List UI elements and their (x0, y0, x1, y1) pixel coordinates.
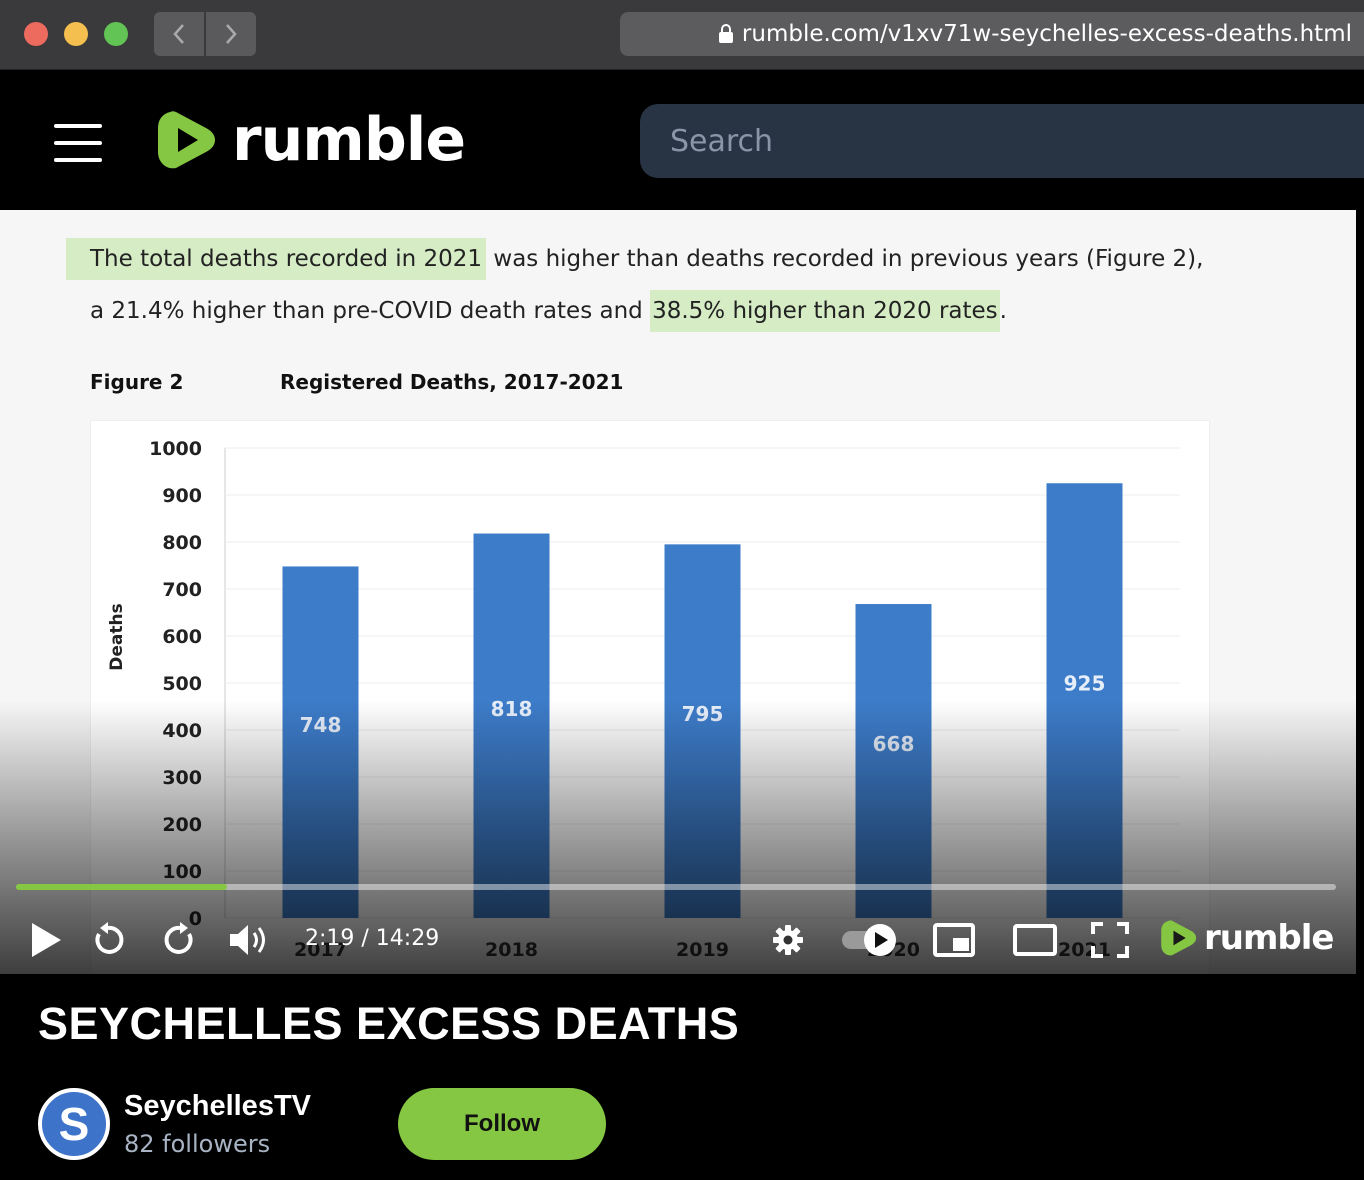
channel-name[interactable]: SeychellesTV (124, 1090, 311, 1122)
settings-button[interactable] (770, 922, 806, 958)
paragraph-line-2: a 21.4% higher than pre-COVID death rate… (90, 290, 1007, 332)
data-label-2021: 925 (1064, 672, 1106, 696)
search-input[interactable]: Search (640, 104, 1364, 178)
play-icon (32, 923, 61, 957)
paragraph-line-1-rest: was higher than deaths recorded in previ… (486, 246, 1204, 272)
search-placeholder: Search (670, 123, 774, 159)
video-title: SEYCHELLES EXCESS DEATHS (38, 998, 740, 1049)
highlight-1: The total deaths recorded in 2021 (66, 238, 487, 280)
chart-title: Registered Deaths, 2017-2021 (280, 370, 624, 394)
minimize-window-button[interactable] (64, 22, 88, 46)
time-display: 2:19 / 14:29 (305, 926, 440, 951)
url-text: rumble.com/v1xv71w-seychelles-excess-dea… (741, 21, 1352, 47)
fullscreen-button[interactable] (1088, 920, 1132, 960)
maximize-window-button[interactable] (104, 22, 128, 46)
chevron-right-icon (226, 24, 237, 44)
logo-text: rumble (232, 105, 466, 175)
nav-buttons (154, 12, 256, 56)
player-rumble-logo[interactable]: rumble (1160, 918, 1334, 958)
miniplayer-button[interactable] (932, 920, 976, 960)
progress-bar[interactable] (16, 884, 1336, 890)
page-edge (1356, 210, 1364, 974)
y-tick-label: 1000 (149, 438, 202, 460)
menu-icon[interactable] (54, 124, 102, 162)
paragraph-line-2-start: a 21.4% higher than pre-COVID death rate… (90, 298, 651, 324)
forward-button[interactable] (206, 12, 256, 56)
close-window-button[interactable] (24, 22, 48, 46)
y-tick-label: 700 (162, 579, 202, 601)
follow-button[interactable]: Follow (398, 1088, 606, 1160)
browser-toolbar: rumble.com/v1xv71w-seychelles-excess-dea… (0, 0, 1364, 70)
player-logo-text: rumble (1204, 918, 1334, 958)
play-button[interactable] (26, 920, 66, 960)
rewind-button[interactable] (88, 920, 128, 960)
fast-forward-icon (164, 922, 193, 954)
progress-fill (16, 884, 228, 890)
follower-count: 82 followers (124, 1130, 271, 1158)
figure-label: Figure 2 (90, 370, 184, 394)
rewind-icon (95, 922, 124, 954)
y-tick-label: 800 (162, 532, 202, 554)
forward-skip-button[interactable] (160, 920, 200, 960)
paragraph-line-2-end: . (999, 298, 1007, 324)
autoplay-toggle-icon (842, 924, 896, 956)
y-axis-label: Deaths (107, 603, 127, 670)
video-player[interactable]: The total deaths recorded in 2021 was hi… (0, 210, 1356, 974)
theater-mode-button[interactable] (1012, 920, 1058, 960)
y-tick-label: 600 (162, 626, 202, 648)
back-button[interactable] (154, 12, 204, 56)
theater-mode-icon (1013, 924, 1057, 956)
picture-in-picture-icon (933, 923, 975, 957)
y-tick-label: 500 (162, 673, 202, 695)
volume-icon (230, 925, 265, 955)
rumble-play-logo-icon (158, 111, 215, 169)
controls-gradient (0, 700, 1356, 974)
rumble-logo[interactable]: rumble (156, 105, 466, 175)
rumble-play-logo-icon (1161, 920, 1197, 956)
channel-avatar[interactable]: S (38, 1088, 110, 1160)
gear-icon (773, 925, 803, 955)
volume-button[interactable] (228, 920, 272, 960)
fullscreen-icon (1091, 922, 1129, 958)
autoplay-toggle[interactable] (840, 922, 900, 958)
lock-icon (718, 24, 733, 43)
paragraph-line-1: The total deaths recorded in 2021 was hi… (66, 238, 1204, 280)
address-bar[interactable]: rumble.com/v1xv71w-seychelles-excess-dea… (620, 12, 1364, 56)
chevron-left-icon (173, 24, 184, 44)
site-header: rumble Search (0, 70, 1364, 210)
y-tick-label: 900 (162, 485, 202, 507)
highlight-2: 38.5% higher than 2020 rates (650, 290, 1000, 332)
